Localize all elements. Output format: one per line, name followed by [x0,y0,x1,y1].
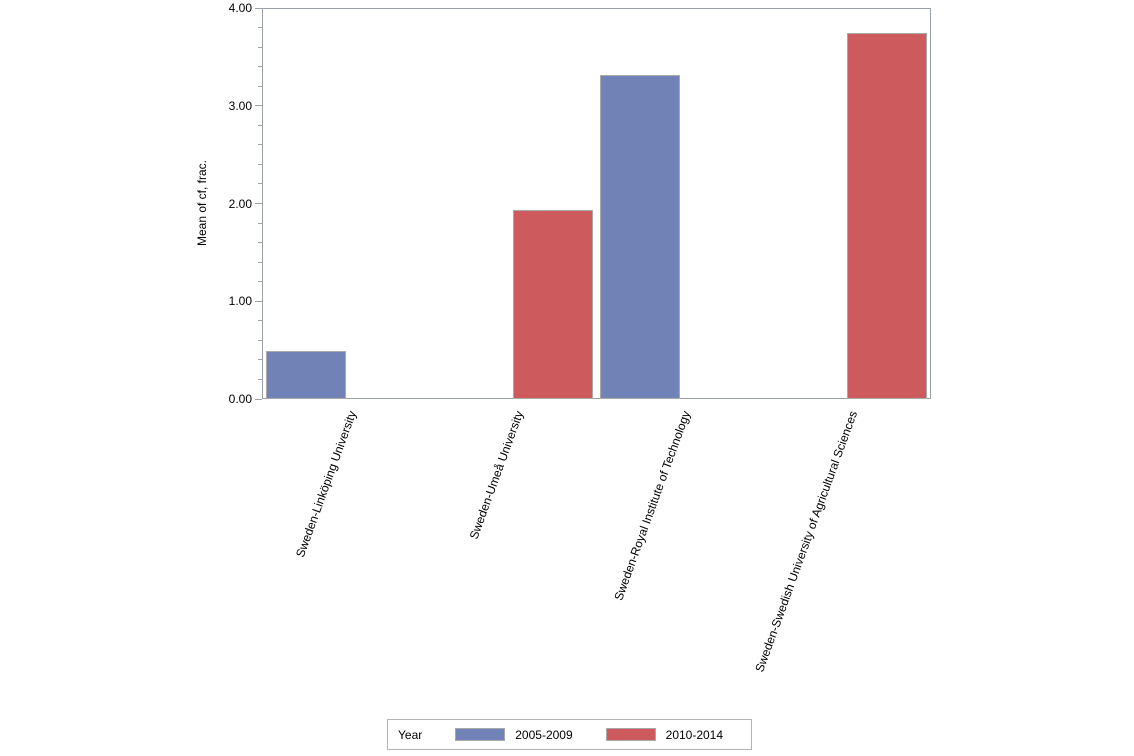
y-axis-title: Mean of cf, frac. [195,159,209,247]
y-tick-label: 3.00 [228,98,252,113]
y-minor-tick [258,261,262,263]
y-major-tick [255,398,262,400]
legend-swatch [455,728,506,741]
bar-2005-2009-2 [600,75,681,399]
y-minor-tick [258,378,262,380]
x-category-label: Sweden-Umeå University [466,409,527,542]
y-major-tick [255,203,262,204]
y-minor-tick [258,85,262,87]
y-minor-tick [258,124,262,126]
x-category-label: Sweden-Swedish University of Agricultura… [752,409,861,674]
bar-2010-2014-3 [847,33,928,399]
y-minor-tick [258,242,262,244]
plot-area [262,8,931,399]
y-minor-tick [258,281,262,283]
y-major-tick [255,105,262,107]
x-category-label: Sweden-Royal Institute of Technology [611,409,694,603]
legend: Year 2005-2009 2010-2014 [387,719,752,750]
legend-entry: 2010-2014 [605,727,724,742]
legend-title: Year [398,727,423,742]
bar-2010-2014-1 [512,210,593,399]
bar-2005-2009-0 [265,351,346,399]
y-minor-tick [258,163,262,165]
y-minor-tick [258,320,262,322]
y-minor-tick [258,183,262,185]
y-minor-tick [258,27,262,29]
y-minor-tick [258,66,262,68]
y-major-tick [255,300,262,302]
y-tick-label: 1.00 [228,294,252,309]
y-tick-label: 4.00 [228,1,252,15]
legend-label: 2005-2009 [515,727,573,742]
y-minor-tick [258,46,262,48]
legend-entry: 2005-2009 [455,727,573,742]
legend-label: 2010-2014 [665,727,724,742]
y-minor-tick [258,359,262,361]
y-minor-tick [258,339,262,341]
y-minor-tick [258,222,262,224]
y-minor-tick [258,144,262,146]
y-tick-label: 2.00 [228,196,252,211]
legend-swatch [605,728,656,741]
y-tick-label: 0.00 [228,392,252,406]
y-major-tick [255,7,262,9]
x-category-label: Sweden-Linköping University [292,409,359,560]
